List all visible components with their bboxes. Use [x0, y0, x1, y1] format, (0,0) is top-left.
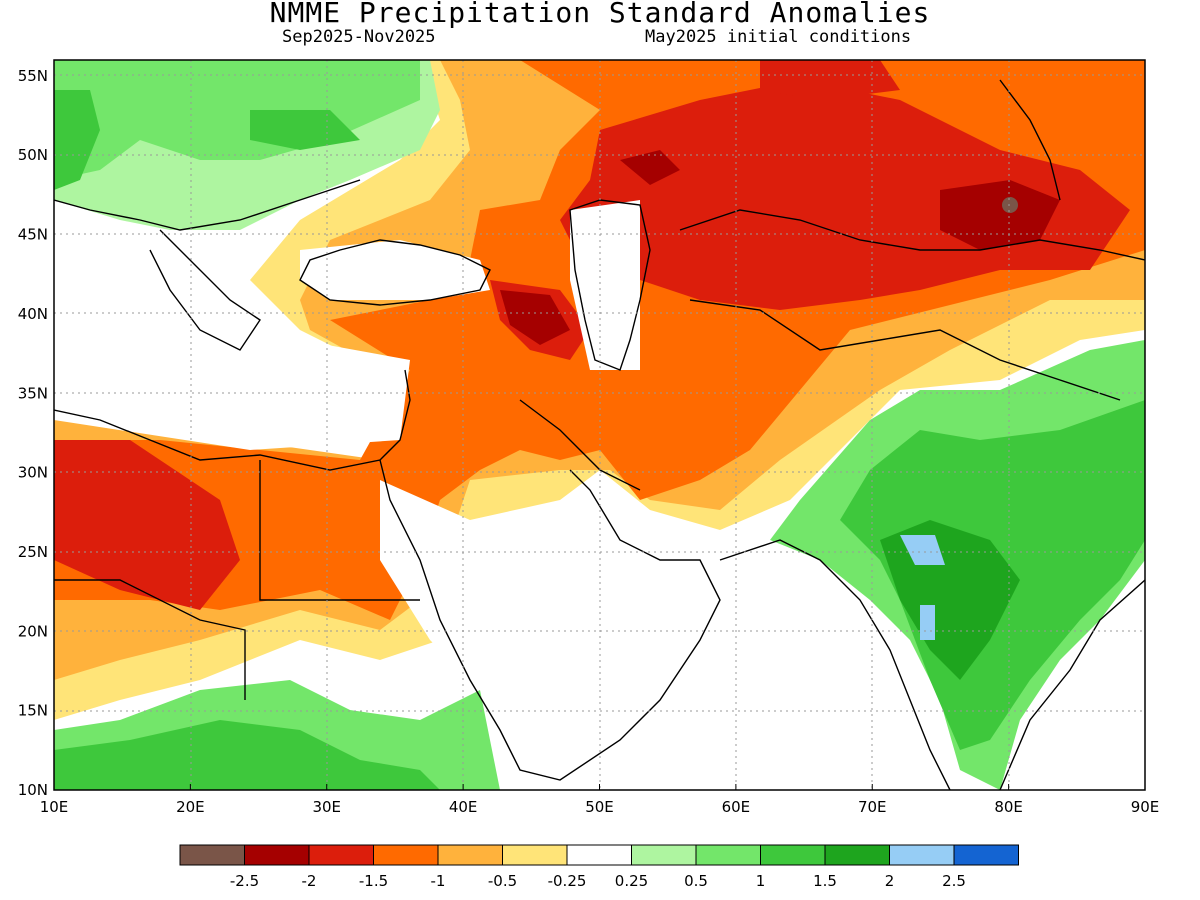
lon-tick-label: 30E — [312, 798, 341, 816]
lon-tick-label: 50E — [585, 798, 614, 816]
lon-tick-label: 70E — [858, 798, 887, 816]
lat-tick-label: 50N — [18, 146, 48, 164]
lon-tick-label: 90E — [1131, 798, 1160, 816]
lat-tick-label: 30N — [18, 464, 48, 482]
initial-conditions: May2025 initial conditions — [645, 27, 912, 47]
lat-tick-label: 25N — [18, 543, 48, 561]
forecast-period: Sep2025-Nov2025 — [282, 27, 436, 47]
lat-tick-label: 35N — [18, 384, 48, 402]
lat-tick-label: 15N — [18, 702, 48, 720]
lat-tick-label: 10N — [18, 781, 48, 799]
lon-tick-label: 10E — [40, 798, 69, 816]
graticule — [54, 60, 1145, 790]
lon-tick-label: 20E — [176, 798, 205, 816]
coastlines — [54, 79, 1145, 790]
lat-tick-label: 55N — [18, 67, 48, 85]
lat-tick-label: 40N — [18, 305, 48, 323]
lat-tick-label: 45N — [18, 226, 48, 244]
axis-ticks: 10E 20E 30E 40E 50E 60E 70E 80E 90E 10N 15N 20N 25N 3… — [18, 67, 1160, 816]
lon-tick-label: 60E — [722, 798, 751, 816]
page-title: NMME Precipitation Standard Anomalies — [269, 0, 931, 29]
lon-tick-label: 40E — [449, 798, 478, 816]
lat-tick-label: 20N — [18, 622, 48, 640]
lon-tick-label: 80E — [994, 798, 1023, 816]
